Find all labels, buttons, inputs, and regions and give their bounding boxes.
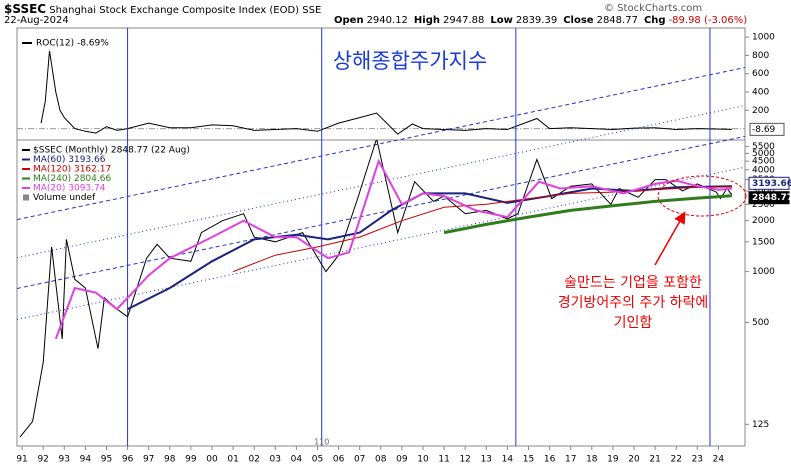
- value-tag-box: [748, 191, 790, 205]
- legend-label: MA(120) 3162.17: [33, 165, 111, 175]
- x-tick-label: 09: [396, 455, 408, 465]
- x-tick-label: 07: [354, 455, 365, 465]
- series-line: [443, 194, 732, 235]
- y-tick-label: 125: [752, 420, 769, 430]
- price-panel: [16, 139, 746, 447]
- quote-value: 2839.39: [515, 15, 558, 26]
- x-tick-label: 16: [544, 455, 556, 465]
- watermark: © StockCharts.com: [604, 3, 703, 14]
- x-tick-label: 14: [502, 455, 514, 465]
- value-tag: 3193.66: [752, 179, 791, 189]
- x-tick-label: 92: [37, 455, 48, 465]
- legend-swatch: [23, 194, 29, 201]
- x-tick-label: 21: [649, 455, 660, 465]
- y-tick-label: 2000: [752, 216, 775, 226]
- quote-label: Close: [563, 15, 594, 26]
- y-tick-label: 200: [752, 106, 769, 116]
- y-tick-label: 5500: [752, 142, 775, 152]
- x-tick-label: 13: [481, 455, 492, 465]
- trendline: [17, 67, 745, 221]
- symbol: $SSEC: [4, 2, 47, 16]
- y-tick-label: 1500: [752, 237, 775, 247]
- trendline: [17, 135, 745, 289]
- y-tick-label: 1000: [752, 33, 775, 43]
- x-tick-label: 12: [459, 455, 470, 465]
- legend-label: MA(240) 2804.66: [33, 174, 111, 184]
- quote-label: Chg: [643, 15, 666, 26]
- x-tick-label: 01: [227, 455, 238, 465]
- quote-label: Low: [490, 15, 513, 26]
- legend-label: $SSEC (Monthly) 2848.77 (22 Aug): [33, 146, 190, 156]
- x-tick-label: 19: [607, 455, 619, 465]
- x-tick-label: 04: [291, 455, 303, 465]
- x-tick-label: 24: [713, 455, 725, 465]
- quote: Open 2940.12 High 2947.88 Low 2839.39 Close 284…: [334, 15, 753, 26]
- x-tick-label: 11: [438, 455, 449, 465]
- highlight-ellipse: [657, 175, 747, 217]
- legend-label: MA(20) 3093.74: [33, 184, 106, 194]
- x-tick-label: 97: [143, 455, 154, 465]
- quote-value: 2947.88: [443, 15, 485, 26]
- y-tick-label: 2500: [752, 200, 775, 210]
- roc-panel: [16, 27, 746, 141]
- date: 22-Aug-2024: [4, 15, 69, 26]
- header-title-row: $SSEC Shanghai Stock Exchange Composite …: [4, 2, 321, 16]
- x-tick-label: 95: [101, 455, 112, 465]
- header: $SSEC Shanghai Stock Exchange Composite …: [4, 2, 787, 30]
- x-tick-label: 10: [417, 455, 429, 465]
- x-tick-label: 94: [80, 455, 92, 465]
- annotation: 술만드는 기업을 포함한: [564, 275, 702, 291]
- exchange: SSE: [302, 5, 322, 16]
- korean-title: 상해종합주가지수: [333, 49, 488, 73]
- y-tick-label: 1000: [752, 267, 775, 277]
- series-line: [232, 186, 732, 273]
- x-tick-label: 00: [206, 455, 218, 465]
- bottom-note: 110: [314, 438, 329, 447]
- value-tag: -8.69: [752, 125, 776, 135]
- x-tick-label: 05: [312, 455, 323, 465]
- x-tick-label: 20: [628, 455, 640, 465]
- x-tick-label: 06: [333, 455, 345, 465]
- y-tick-label: 5000: [752, 149, 775, 159]
- x-tick-label: 18: [586, 455, 598, 465]
- x-tick-label: 23: [692, 455, 703, 465]
- x-tick-label: 93: [59, 455, 70, 465]
- quote-label: High: [413, 15, 440, 26]
- x-tick-label: 22: [670, 455, 681, 465]
- x-tick-label: 02: [248, 455, 259, 465]
- annotation: 기인함: [614, 315, 653, 331]
- y-tick-label: 600: [752, 69, 769, 79]
- value-tag-box: [748, 176, 790, 190]
- x-tick-label: 96: [122, 455, 134, 465]
- x-tick-label: 15: [523, 455, 534, 465]
- x-tick-label: 99: [185, 455, 197, 465]
- legend-label: MA(60) 3193.66: [33, 155, 106, 165]
- index-name: Shanghai Stock Exchange Composite Index …: [49, 5, 300, 16]
- annotation: 경기방어주의 주가 하락에: [558, 295, 709, 311]
- x-tick-label: 98: [164, 455, 176, 465]
- y-tick-label: 4000: [752, 165, 775, 175]
- value-tag-box: [749, 122, 785, 136]
- x-tick-label: 17: [565, 455, 576, 465]
- quote-value: 2848.77: [596, 15, 638, 26]
- arrow: [654, 211, 686, 266]
- legend-label: ROC(12) -8.69%: [36, 39, 109, 49]
- x-tick-label: 91: [16, 455, 27, 465]
- y-tick-label: 400: [752, 88, 769, 98]
- x-tick-label: 03: [270, 455, 281, 465]
- legend-label: Volume undef: [33, 193, 96, 203]
- value-tag: 2848.77: [752, 193, 791, 203]
- series-line: [19, 140, 733, 438]
- y-tick-label: 800: [752, 51, 769, 61]
- series-line: [54, 158, 732, 340]
- x-tick-label: 08: [375, 455, 387, 465]
- y-tick-label: 4500: [752, 157, 775, 167]
- y-tick-label: 500: [752, 318, 769, 328]
- series-line: [40, 50, 732, 135]
- quote-value: -89.98 (-3.06%): [668, 15, 748, 26]
- quote-value: 2940.12: [366, 15, 408, 26]
- quote-label: Open: [334, 15, 364, 26]
